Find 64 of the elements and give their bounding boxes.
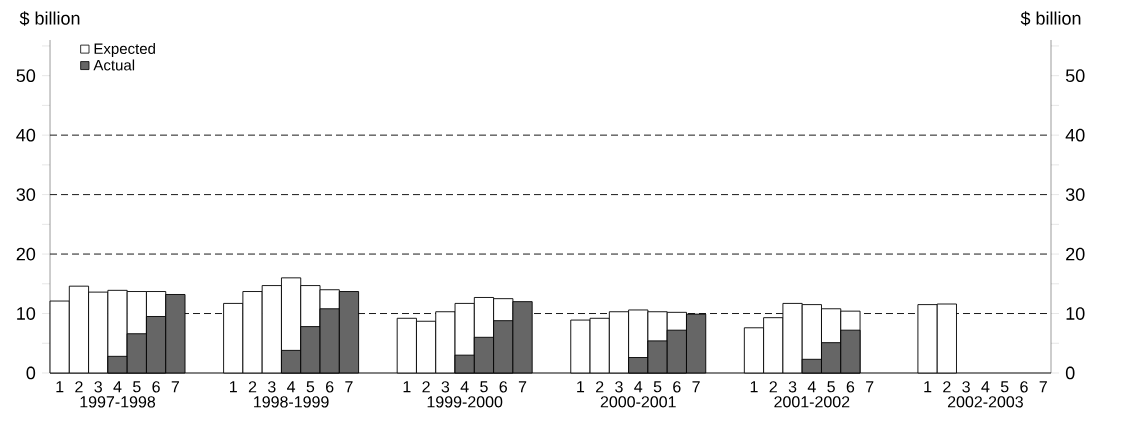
y-tick-label: 50 [16, 69, 36, 83]
x-tick-label: 4 [634, 381, 643, 393]
y-tick-label: 10 [17, 307, 36, 320]
y2-tick-label: 10 [1066, 307, 1085, 320]
x-tick-label: 7 [1039, 381, 1047, 393]
x-tick-label: 7 [171, 381, 180, 393]
y-tick-label: 20 [16, 247, 36, 261]
x-tick-label: 1 [924, 381, 932, 393]
x-tick-label: 2 [248, 381, 257, 393]
text: 2000-2001 [600, 396, 676, 408]
x-tick-label: 2 [769, 381, 777, 393]
text: 1997-1998 [80, 396, 156, 408]
x-tick-label: 3 [962, 381, 970, 393]
x-tick-label: 4 [807, 381, 816, 393]
x-tick-label: 5 [1000, 381, 1009, 393]
x-tick-label: 7 [866, 381, 874, 393]
y2-tick-label: 50 [1065, 69, 1085, 83]
y-axis-title: $ billion [19, 11, 80, 26]
x-tick-label: 1 [403, 381, 411, 393]
legend-label: Actual [93, 59, 135, 71]
x-tick-label: 4 [460, 381, 469, 393]
x-tick-label: 3 [94, 381, 102, 393]
y2-tick-label: 0 [1065, 366, 1075, 380]
x-tick-label: 2 [422, 381, 430, 393]
y2-axis-title: $ billion [1020, 11, 1081, 26]
x-tick-label: 4 [287, 381, 296, 393]
x-tick-label: 6 [1020, 381, 1028, 393]
x-tick-label: 6 [846, 381, 855, 393]
x-tick-label: 1 [56, 381, 64, 393]
y2-tick-label: 40 [1065, 128, 1085, 142]
x-tick-label: 3 [441, 381, 450, 393]
x-tick-label: 1 [577, 381, 585, 393]
text: 2002-2003 [947, 396, 1023, 408]
y-tick-label: 0 [26, 366, 36, 380]
x-tick-label: 7 [345, 381, 353, 393]
x-tick-label: 2 [596, 381, 604, 393]
x-tick-label: 6 [499, 381, 507, 393]
x-tick-label: 4 [113, 381, 122, 393]
x-tick-label: 2 [943, 381, 951, 393]
x-tick-label: 1 [230, 381, 237, 393]
x-tick-label: 1 [750, 381, 758, 393]
text: 1999-2000 [427, 396, 503, 408]
text: 2001-2002 [774, 396, 850, 408]
x-tick-label: 5 [827, 381, 835, 393]
x-tick-label: 5 [306, 381, 315, 393]
y-tick-label: 40 [16, 128, 36, 142]
x-tick-label: 2 [75, 381, 83, 393]
x-tick-label: 6 [326, 381, 334, 393]
x-tick-label: 6 [673, 381, 681, 393]
y2-tick-label: 30 [1065, 188, 1085, 201]
x-tick-label: 4 [981, 381, 990, 393]
x-tick-label: 6 [152, 381, 160, 393]
x-tick-label: 5 [133, 381, 141, 393]
x-tick-label: 5 [653, 381, 662, 393]
y-tick-label: 30 [16, 188, 36, 201]
x-tick-label: 3 [788, 381, 797, 393]
x-tick-label: 3 [267, 381, 276, 393]
x-tick-label: 7 [518, 381, 527, 393]
x-tick-label: 3 [615, 381, 623, 393]
x-tick-label: 5 [480, 381, 488, 393]
text: 1998-1999 [254, 396, 329, 408]
x-tick-label: 7 [692, 381, 700, 393]
y2-tick-label: 20 [1066, 247, 1085, 261]
legend-label: Expected [94, 43, 155, 57]
